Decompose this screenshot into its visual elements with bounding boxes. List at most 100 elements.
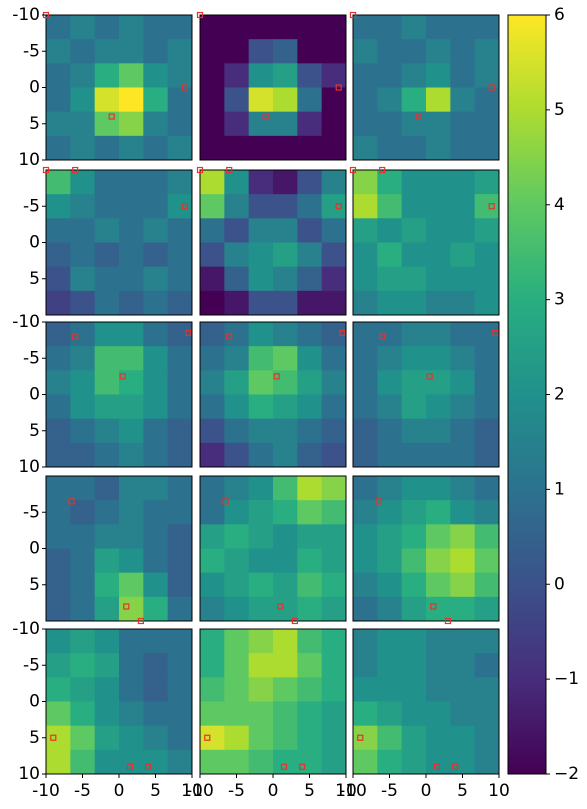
heat-cell: [401, 677, 427, 702]
heat-cell: [248, 418, 274, 444]
heat-cell: [353, 524, 378, 549]
heat-cell: [224, 170, 250, 195]
heat-cell: [70, 370, 96, 395]
heat-cell: [46, 701, 71, 727]
heat-cell: [426, 629, 451, 654]
heat-cell: [143, 322, 169, 347]
heat-cell: [273, 442, 298, 468]
y-tick-label: 5: [29, 114, 40, 134]
marker: [339, 329, 346, 336]
marker: [222, 498, 229, 505]
heat-cell: [143, 15, 169, 40]
heat-cell: [297, 266, 323, 292]
marker: [430, 603, 437, 610]
heat-cell: [450, 548, 476, 574]
heat-cell: [224, 548, 250, 574]
heat-cell: [426, 15, 451, 40]
heat-cell: [401, 39, 427, 64]
heat-cell: [353, 701, 378, 727]
heat-cell: [321, 572, 347, 598]
heat-cell: [224, 725, 250, 751]
heat-cell: [353, 418, 378, 444]
heat-cell: [353, 218, 378, 243]
heat-cell: [426, 135, 451, 161]
y-tick-label: 5: [29, 728, 40, 748]
heat-cell: [273, 346, 298, 371]
heat-cell: [474, 87, 500, 113]
heat-cell: [224, 701, 250, 727]
heat-cell: [474, 442, 500, 468]
heat-cell: [297, 418, 323, 444]
heat-cell: [94, 572, 120, 598]
heat-cell: [401, 524, 427, 549]
heat-cell: [248, 442, 274, 468]
heat-cell: [401, 346, 427, 371]
heat-cell: [94, 548, 120, 574]
heat-cell: [248, 346, 274, 371]
heat-cell: [474, 653, 500, 678]
heat-cell: [353, 370, 378, 395]
heat-cell: [248, 476, 274, 501]
heat-cell: [401, 194, 427, 219]
heat-cell: [200, 572, 225, 598]
heat-cell: [94, 290, 120, 316]
y-tick-label: 10: [18, 150, 40, 170]
heat-cell: [119, 242, 144, 268]
heat-cell: [273, 194, 298, 219]
panel-frame: [352, 169, 500, 316]
heat-cell: [46, 346, 71, 371]
heat-cell: [426, 39, 451, 64]
heat-cell: [224, 572, 250, 598]
heat-cell: [273, 749, 298, 775]
heat-cell: [119, 87, 144, 113]
heat-cell: [143, 111, 169, 137]
heat-cell: [143, 87, 169, 113]
heat-cell: [321, 629, 347, 654]
heat-cell: [273, 725, 298, 751]
heat-cell: [200, 266, 225, 292]
heat-cell: [46, 725, 71, 751]
heat-cell: [474, 500, 500, 525]
heat-cell: [70, 442, 96, 468]
heat-cell: [297, 572, 323, 598]
heat-cell: [46, 653, 71, 678]
heat-cell: [167, 242, 193, 268]
heat-cell: [224, 290, 250, 316]
heat-cell: [224, 266, 250, 292]
heat-cell: [224, 749, 250, 775]
marker: [277, 603, 284, 610]
heat-cell: [450, 572, 476, 598]
heat-cell: [401, 15, 427, 40]
heat-cell: [224, 442, 250, 468]
heat-cell: [70, 15, 96, 40]
x-tick-label: 10: [335, 781, 357, 801]
heat-cell: [273, 677, 298, 702]
heat-cell: [119, 629, 144, 654]
heat-cell: [143, 701, 169, 727]
heat-cell: [273, 266, 298, 292]
heat-cell: [200, 629, 225, 654]
heat-cell: [224, 63, 250, 88]
heat-cell: [70, 39, 96, 64]
heat-cell: [353, 266, 378, 292]
heat-cell: [297, 394, 323, 420]
heat-cell: [167, 701, 193, 727]
colorbar-tick-label: 2: [554, 385, 565, 405]
heat-cell: [450, 170, 476, 195]
heat-cell: [401, 442, 427, 468]
heat-cell: [94, 476, 120, 501]
heat-cell: [46, 15, 71, 40]
y-tick-label: -5: [23, 348, 40, 368]
heat-cell: [143, 725, 169, 751]
heat-cell: [450, 500, 476, 525]
heat-cell: [474, 15, 500, 40]
heat-cell: [426, 476, 451, 501]
heat-cell: [450, 653, 476, 678]
heat-cell: [297, 442, 323, 468]
heat-cell: [450, 39, 476, 64]
heat-cell: [200, 418, 225, 444]
heat-cell: [474, 370, 500, 395]
heat-cell: [377, 346, 403, 371]
heat-cell: [70, 596, 96, 622]
heat-cell: [401, 394, 427, 420]
